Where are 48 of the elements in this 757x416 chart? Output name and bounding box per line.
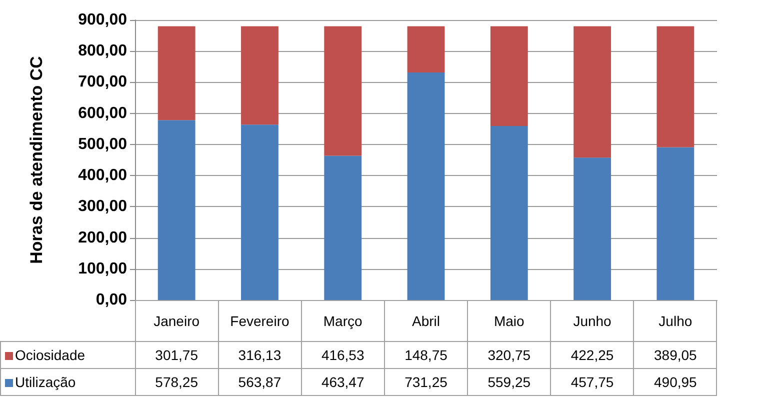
y-tick-label: 400,00 — [78, 167, 128, 184]
y-tick-label: 900,00 — [78, 12, 128, 28]
bar — [490, 26, 528, 126]
data-label: 316,13 — [218, 342, 302, 368]
bar — [574, 158, 611, 300]
data-label: 463,47 — [301, 368, 384, 396]
data-label: 389,05 — [634, 342, 717, 368]
bar — [241, 124, 278, 300]
x-tick-label: Janeiro — [135, 300, 218, 342]
x-tick-label: Fevereiro — [218, 300, 302, 342]
data-label: 731,25 — [384, 368, 468, 396]
y-tick-label: 800,00 — [78, 42, 128, 60]
bar — [656, 147, 694, 300]
data-label: 416,53 — [301, 342, 384, 368]
legend-label: Ociosidade — [0, 342, 135, 368]
bar — [158, 120, 196, 300]
data-label: 559,25 — [468, 368, 551, 396]
data-label: 578,25 — [135, 368, 218, 396]
x-tick-label: Março — [301, 300, 384, 342]
y-tick-label: 100,00 — [78, 260, 128, 278]
y-tick-label: 300,00 — [78, 198, 128, 216]
x-tick-label: Maio — [468, 300, 551, 342]
y-tick-label: 500,00 — [78, 136, 128, 153]
bar — [241, 26, 278, 125]
y-tick-label: 200,00 — [78, 229, 128, 246]
y-axis-title: Horas de atendimento CC — [27, 56, 46, 264]
data-label: 563,87 — [218, 368, 302, 396]
x-tick-label: Junho — [550, 300, 634, 342]
x-tick-label: Abril — [384, 300, 468, 342]
data-label: 301,75 — [135, 342, 218, 368]
data-label: 320,75 — [468, 342, 551, 368]
bar — [574, 26, 611, 158]
data-label: 148,75 — [384, 342, 468, 368]
bar — [324, 156, 362, 300]
bar — [158, 26, 196, 120]
y-tick-label: 0,00 — [96, 292, 128, 308]
bar — [656, 26, 694, 148]
bar — [407, 72, 445, 300]
data-label: 422,25 — [550, 342, 634, 368]
bar — [407, 26, 445, 72]
data-label: 457,75 — [550, 368, 634, 396]
bar — [324, 26, 362, 156]
x-tick-label: Julho — [634, 300, 717, 342]
y-tick-label: 700,00 — [78, 74, 128, 91]
bar — [490, 126, 528, 300]
legend-label: Utilização — [0, 368, 135, 396]
y-tick-label: 600,00 — [78, 104, 128, 122]
data-label: 490,95 — [634, 368, 717, 396]
